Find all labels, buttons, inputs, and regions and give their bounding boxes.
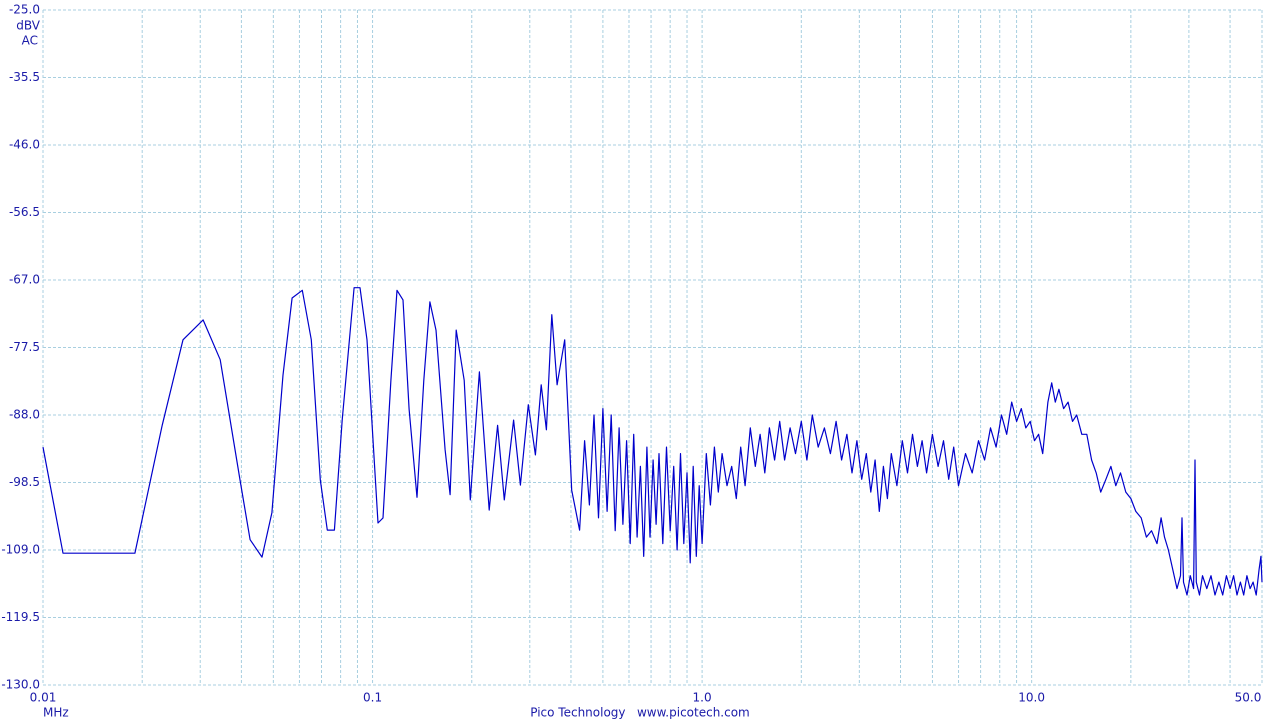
y-tick-label: -56.5 — [9, 205, 40, 219]
y-tick-label: -77.5 — [9, 340, 40, 354]
y-tick-label: -109.0 — [1, 543, 40, 557]
y-tick-label: -98.5 — [9, 475, 40, 489]
y-mode: AC — [22, 34, 38, 48]
x-unit: MHz — [43, 706, 69, 720]
y-tick-label: -119.5 — [1, 610, 40, 624]
y-tick-label: -46.0 — [9, 138, 40, 152]
x-tick-label: 0.1 — [363, 691, 382, 705]
y-tick-label: -130.0 — [1, 678, 40, 692]
y-unit: dBV — [16, 19, 40, 33]
y-tick-label: -88.0 — [9, 408, 40, 422]
y-tick-label: -25.0 — [9, 3, 40, 17]
footer: Pico Technology www.picotech.com — [530, 706, 750, 720]
x-tick-label: 0.01 — [30, 691, 57, 705]
trace — [42, 287, 1263, 596]
x-tick-label: 10.0 — [1018, 691, 1045, 705]
x-tick-label: 1.0 — [693, 691, 712, 705]
y-tick-label: -35.5 — [9, 70, 40, 84]
x-tick-label: 50.0 — [1235, 691, 1262, 705]
y-tick-label: -67.0 — [9, 273, 40, 287]
